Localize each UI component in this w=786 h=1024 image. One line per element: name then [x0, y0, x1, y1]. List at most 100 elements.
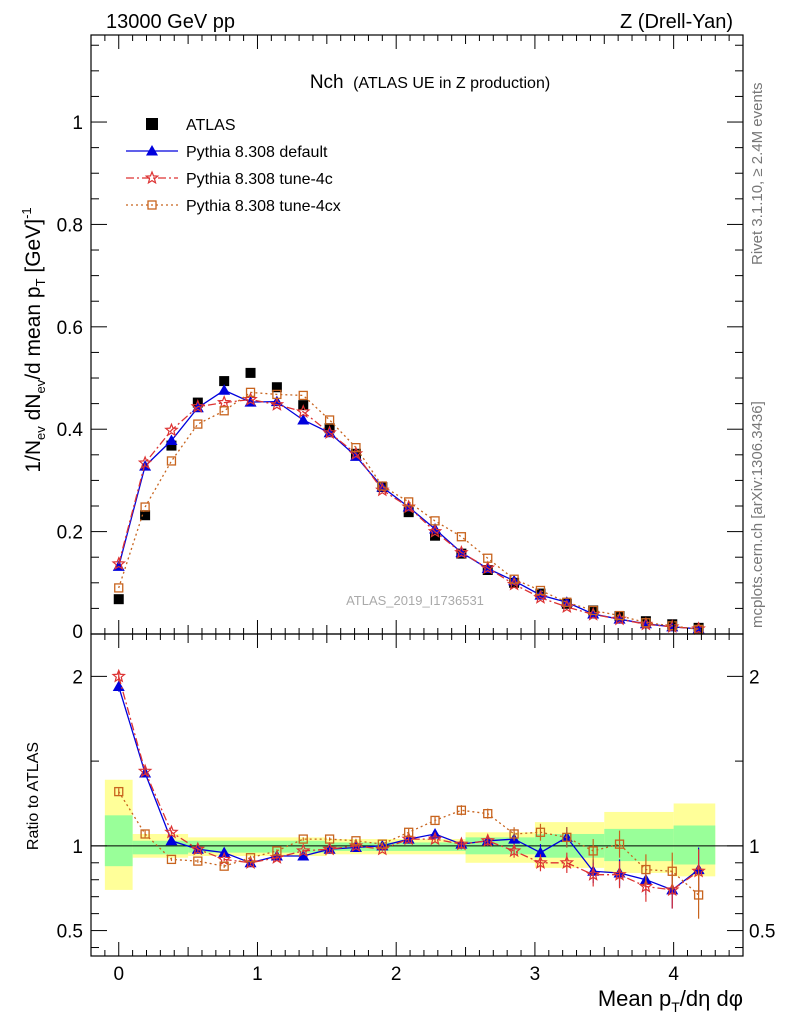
x-tick-label-4: 4 [668, 964, 679, 985]
top-point-tune4c-4 [216, 394, 232, 409]
top-point-tune4c-8 [322, 425, 337, 439]
bottom-y-tick-label-right-1: 1 [749, 837, 760, 858]
legend: ATLAS Pythia 8.308 default Pythia 8.308 tu… [126, 117, 341, 215]
top-point-tune4cx-1 [140, 502, 150, 512]
xlabel-part-2: /dη dφ [680, 986, 743, 1011]
top-point-tune4cx-9 [351, 442, 361, 453]
green-band-7 [673, 825, 716, 865]
ratio-point-tune4c-2 [164, 824, 179, 839]
top-point-tune4c-14 [480, 560, 496, 575]
top-point-atlas-1 [140, 510, 151, 521]
top-point-default-2 [165, 434, 178, 445]
ylabel-part-6: [GeV] [22, 219, 45, 279]
top-point-tune4cx-18 [588, 605, 598, 616]
ratio-point-tune4c-14 [480, 833, 496, 847]
top-y-tick-label-3: 0.8 [57, 215, 83, 236]
legend-marker-default [146, 145, 158, 156]
top-point-tune4cx-13 [456, 532, 467, 542]
legend-label-tune4c: Pythia 8.308 tune-4c [186, 171, 333, 188]
top-point-tune4cx-14 [483, 553, 493, 563]
top-point-default-12 [429, 523, 442, 534]
ratio-point-tune4cx-4 [219, 861, 229, 871]
ratio-point-tune4cx-17 [562, 832, 572, 843]
xlabel-part-0: Mean p [598, 986, 671, 1011]
top-point-tune4cx-8 [324, 415, 335, 425]
ratio-point-tune4cx-3 [193, 856, 203, 866]
ratio-point-tune4cx-15 [509, 829, 519, 839]
ratio-point-default-16 [534, 846, 547, 858]
legend-entry-tune4cx: Pythia 8.308 tune-4cx [126, 198, 341, 215]
top-point-tune4c-2 [164, 422, 179, 437]
x-tick-label-1: 1 [252, 964, 263, 985]
top-point-tune4cx-3 [193, 419, 203, 429]
ratio-point-tune4c-8 [322, 841, 337, 856]
ratio-point-tune4c-1 [137, 763, 153, 778]
top-point-default-4 [218, 384, 231, 395]
top-point-atlas-6 [271, 382, 282, 393]
top-point-tune4c-6 [269, 396, 285, 411]
ratio-point-default-2 [165, 834, 178, 846]
top-y-tick-label-2: 0.6 [57, 318, 83, 339]
axes-layer: 0 1 2 3 4 0.2 0.4 0.6 0.8 1 0 0.5 0.5 1 1 2 2 [57, 34, 775, 985]
top-point-tune4c-1 [137, 455, 153, 470]
ratio-point-tune4cx-6 [272, 846, 282, 856]
ratio-point-tune4cx-9 [351, 836, 361, 846]
ratio-point-tune4c-3 [190, 841, 206, 856]
green-band-3 [326, 842, 466, 851]
bottom-y-tick-label-1: 1 [72, 837, 83, 858]
top-point-tune4cx-7 [298, 390, 308, 401]
ratio-point-tune4c-0 [111, 668, 127, 683]
top-point-atlas-4 [219, 376, 230, 387]
x-axis-label: Mean pT/dη dφ [598, 986, 743, 1015]
green-band-0 [104, 815, 133, 867]
bottom-y-tick-label-0: 0.5 [57, 922, 83, 943]
top-point-tune4cx-21 [667, 621, 677, 631]
ratio-point-default-7 [297, 850, 310, 861]
ylabel-part-5: T [33, 278, 48, 286]
ratio-point-tune4cx-19 [614, 839, 625, 849]
legend-entry-tune4c: Pythia 8.308 tune-4c [126, 170, 333, 188]
ratio-point-tune4c-12 [427, 831, 443, 846]
ratio-point-tune4cx-12 [430, 815, 440, 826]
ratio-point-tune4cx-22 [693, 890, 704, 900]
ratio-point-tune4c-18 [585, 867, 601, 881]
bottom-panel-frame [90, 633, 744, 957]
top-point-default-10 [376, 481, 389, 492]
plot-title-main: Nch [310, 72, 344, 93]
ratio-point-tune4c-13 [454, 836, 469, 851]
header-process: Z (Drell-Yan) [620, 11, 733, 33]
ratio-point-tune4cx-5 [245, 853, 256, 863]
header-energy: 13000 GeV pp [106, 11, 235, 33]
ratio-point-tune4cx-20 [641, 864, 651, 875]
top-point-default-7 [297, 413, 310, 425]
x-tick-label-0: 0 [113, 964, 124, 985]
ratio-point-tune4cx-7 [298, 834, 308, 844]
analysis-watermark: ATLAS_2019_I1736531 [346, 593, 484, 608]
xlabel-part-1: T [671, 999, 680, 1015]
top-point-tune4cx-16 [535, 585, 546, 596]
ratio-point-tune4c-11 [401, 831, 416, 846]
ylabel-part-4: /d mean p [22, 286, 45, 379]
top-point-tune4cx-10 [377, 481, 387, 491]
ratio-point-tune4cx-1 [140, 829, 150, 839]
top-y-axis-label: 1/Nev dNev/d mean pT [GeV]-1 [19, 207, 48, 472]
top-point-atlas-11 [403, 507, 414, 518]
top-point-tune4cx-0 [114, 583, 124, 593]
bottom-y-axis-label: Ratio to ATLAS [25, 742, 42, 850]
top-point-tune4c-12 [427, 523, 443, 538]
ratio-point-tune4cx-13 [456, 805, 467, 815]
top-y-tick-label-1: 0.4 [57, 420, 84, 441]
top-point-tune4cx-15 [509, 574, 519, 584]
bottom-y-tick-label-right-0: 0.5 [749, 922, 775, 943]
top-point-tune4cx-19 [614, 610, 625, 621]
ylabel-part-7: -1 [19, 207, 34, 219]
top-point-tune4cx-22 [693, 624, 704, 635]
top-y-tick-label-0: 0.2 [57, 523, 83, 544]
top-point-atlas-2 [166, 440, 177, 451]
ylabel-part-1: ev [33, 426, 48, 440]
green-band-6 [604, 828, 674, 862]
ratio-point-tune4cx-8 [324, 834, 335, 844]
ratio-point-tune4c-6 [269, 850, 285, 864]
top-point-tune4cx-12 [430, 516, 440, 526]
plot-title-sub: (ATLAS UE in Z production) [353, 75, 550, 92]
